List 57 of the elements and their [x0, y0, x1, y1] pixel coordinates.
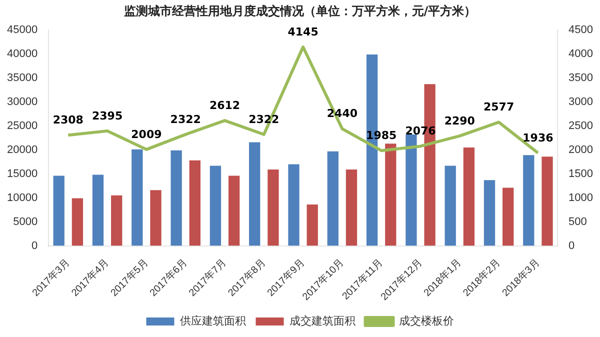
- bar: [268, 170, 279, 246]
- y-tick-label: 5000: [13, 216, 38, 228]
- bar: [72, 198, 84, 246]
- y-tick-label: 15000: [6, 168, 38, 180]
- y-tick-label: 30000: [6, 96, 38, 108]
- legend-label: 供应建筑面积: [180, 314, 246, 328]
- bar: [306, 204, 318, 246]
- data-label: 2395: [92, 109, 123, 122]
- y2-tick-label: 3500: [568, 72, 594, 84]
- y-tick-label: 35000: [6, 72, 38, 84]
- bar: [484, 180, 496, 246]
- bar: [249, 142, 260, 246]
- bar: [228, 176, 240, 246]
- y2-tick-label: 1500: [568, 168, 594, 180]
- bar: [502, 188, 514, 246]
- bar: [92, 174, 104, 246]
- y-tick-label: 20000: [6, 144, 38, 156]
- data-label: 2322: [170, 112, 201, 126]
- bar: [150, 190, 162, 246]
- bar: [327, 151, 338, 246]
- bar: [406, 134, 417, 246]
- bar: [463, 147, 475, 246]
- data-label: 2308: [52, 113, 84, 126]
- y2-tick-label: 2000: [568, 144, 594, 156]
- bar: [444, 166, 456, 246]
- y2-tick-label: 2500: [568, 120, 594, 132]
- data-label: 2009: [131, 128, 162, 141]
- bar: [189, 160, 200, 246]
- y-tick-label: 25000: [6, 120, 38, 132]
- bar: [53, 176, 64, 246]
- bar: [111, 195, 122, 246]
- bar: [542, 156, 553, 246]
- chart-title: 监测城市经营性用地月度成交情况（单位：万平方米，元/平方米）: [122, 3, 478, 20]
- y-tick-label: 40000: [6, 48, 38, 60]
- y2-tick-label: 3000: [568, 96, 594, 108]
- legend-label: 成交楼板价: [398, 314, 454, 328]
- data-label: 2612: [209, 98, 240, 112]
- bar: [385, 144, 396, 246]
- data-label: 2577: [483, 100, 514, 114]
- y2-tick-label: 1000: [568, 192, 594, 204]
- data-label: 4145: [288, 25, 318, 38]
- y2-tick-label: 500: [568, 216, 587, 228]
- y-tick-label: 45000: [6, 24, 38, 36]
- bar: [346, 170, 358, 246]
- data-label: 1936: [522, 131, 554, 144]
- y-tick-label: 0: [31, 240, 38, 252]
- bar: [288, 164, 300, 246]
- y-tick-label: 10000: [6, 192, 38, 204]
- legend-label: 成交建筑面积: [289, 314, 356, 328]
- bar: [210, 166, 222, 246]
- bar: [523, 155, 534, 246]
- y2-tick-label: 4000: [568, 48, 594, 60]
- y2-tick-label: 4500: [568, 24, 594, 36]
- bar: [170, 150, 182, 246]
- bar: [132, 149, 143, 246]
- y2-tick-label: 0: [568, 240, 575, 252]
- data-label: 2290: [444, 114, 476, 128]
